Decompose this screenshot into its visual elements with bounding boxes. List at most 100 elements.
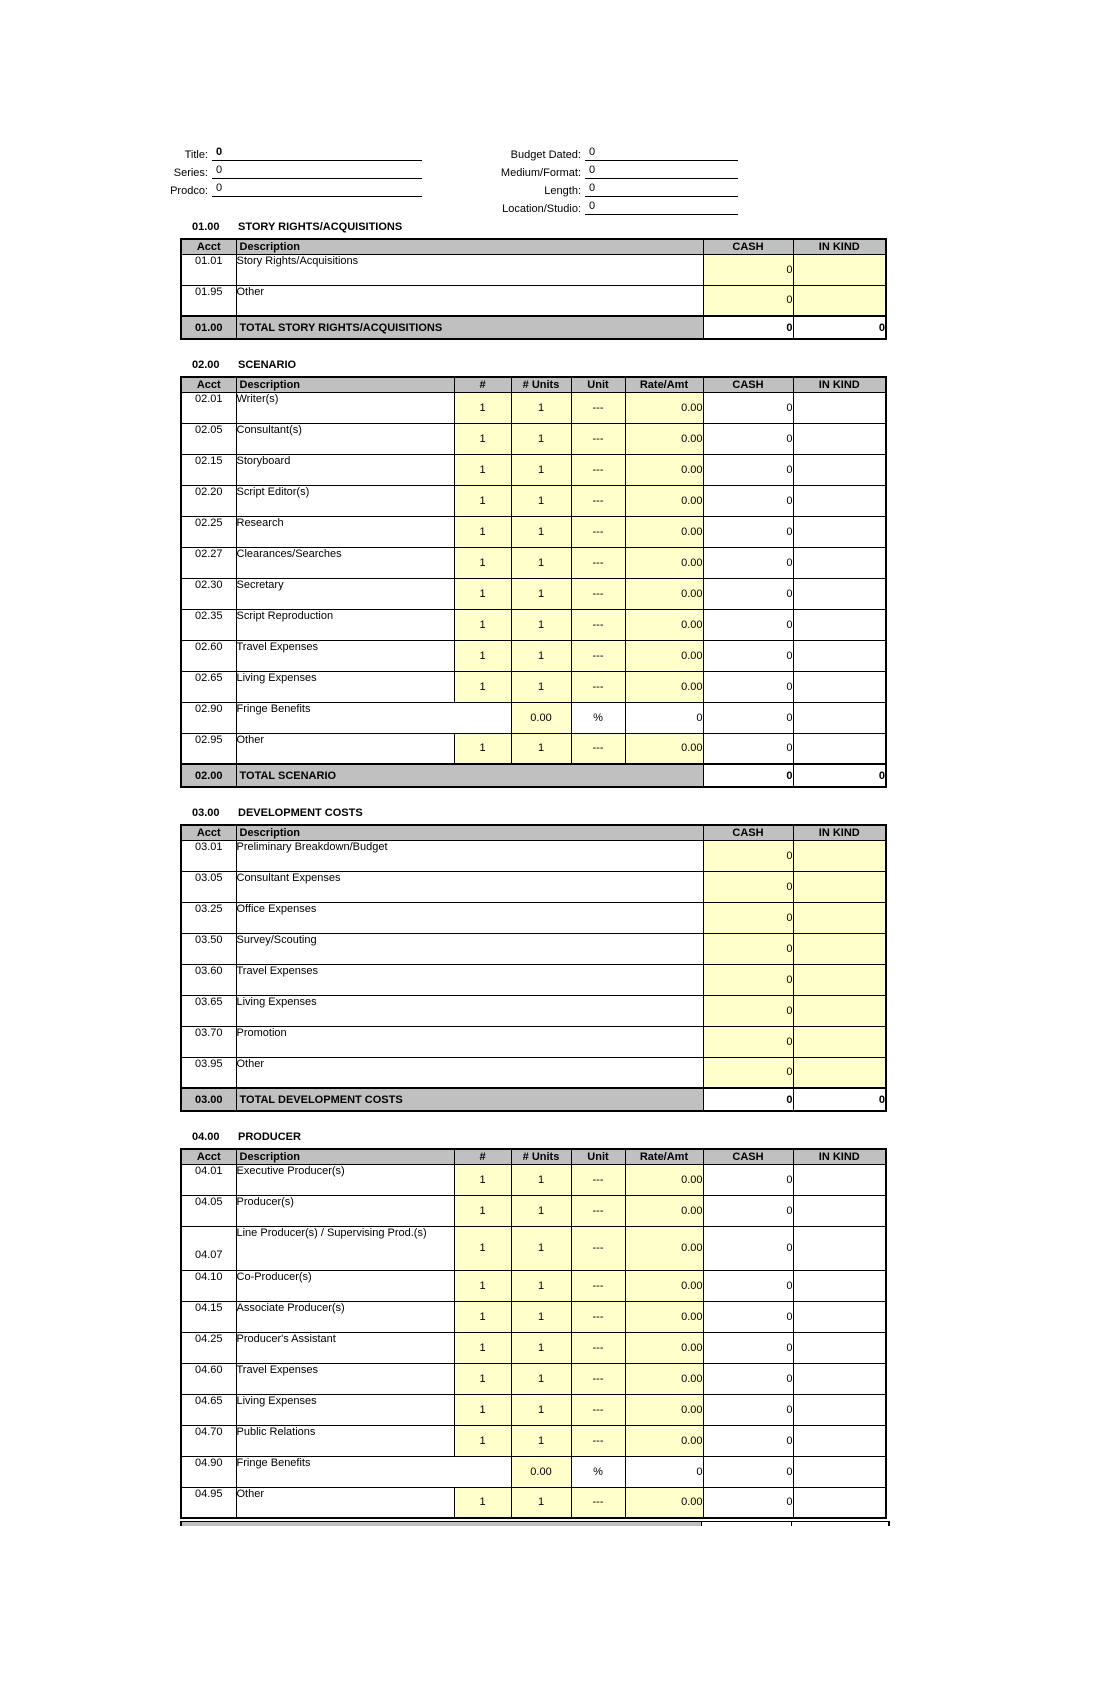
- unit-input-cell[interactable]: ---: [570, 670, 626, 703]
- cash-input-cell[interactable]: 0: [702, 284, 794, 317]
- rate-input-cell[interactable]: 0.00: [624, 670, 704, 703]
- units-input-cell[interactable]: 1: [510, 608, 572, 641]
- units-input-cell[interactable]: 1: [510, 1393, 572, 1426]
- in-kind-input-cell[interactable]: [792, 284, 887, 317]
- units-input-cell[interactable]: 0.00: [510, 1455, 572, 1488]
- unit-input-cell[interactable]: ---: [570, 577, 626, 610]
- num-input-cell[interactable]: 1: [453, 1393, 512, 1426]
- field-value-cell[interactable]: 0: [212, 182, 422, 197]
- cash-input-cell[interactable]: 0: [702, 963, 794, 996]
- rate-input-cell[interactable]: 0.00: [624, 1194, 704, 1227]
- units-input-cell[interactable]: 0.00: [510, 701, 572, 734]
- num-input-cell[interactable]: 1: [453, 1194, 512, 1227]
- rate-input-cell[interactable]: 0.00: [624, 1486, 704, 1519]
- num-input-cell[interactable]: 1: [453, 670, 512, 703]
- units-input-cell[interactable]: 1: [510, 484, 572, 517]
- rate-input-cell[interactable]: 0.00: [624, 391, 704, 424]
- num-input-cell[interactable]: 1: [453, 453, 512, 486]
- rate-input-cell[interactable]: 0.00: [624, 577, 704, 610]
- units-input-cell[interactable]: 1: [510, 1300, 572, 1333]
- unit-input-cell[interactable]: ---: [570, 639, 626, 672]
- unit-input-cell[interactable]: ---: [570, 1393, 626, 1426]
- num-input-cell[interactable]: 1: [453, 484, 512, 517]
- num-input-cell[interactable]: 1: [453, 546, 512, 579]
- rate-input-cell[interactable]: 0.00: [624, 1393, 704, 1426]
- num-input-cell[interactable]: 1: [453, 1486, 512, 1519]
- units-input-cell[interactable]: 1: [510, 391, 572, 424]
- rate-input-cell[interactable]: 0.00: [624, 1163, 704, 1196]
- field-value-cell[interactable]: 0: [585, 182, 738, 197]
- cash-input-cell[interactable]: 0: [702, 901, 794, 934]
- in-kind-input-cell[interactable]: [792, 994, 887, 1027]
- rate-input-cell[interactable]: 0.00: [624, 422, 704, 455]
- rate-input-cell[interactable]: 0.00: [624, 608, 704, 641]
- units-input-cell[interactable]: 1: [510, 1486, 572, 1519]
- field-value-cell[interactable]: 0: [212, 146, 422, 161]
- unit-input-cell[interactable]: ---: [570, 1269, 626, 1302]
- rate-input-cell[interactable]: 0.00: [624, 1300, 704, 1333]
- num-input-cell[interactable]: 1: [453, 1300, 512, 1333]
- num-input-cell[interactable]: 1: [453, 515, 512, 548]
- unit-input-cell[interactable]: ---: [570, 1225, 626, 1271]
- unit-input-cell[interactable]: ---: [570, 608, 626, 641]
- in-kind-input-cell[interactable]: [792, 901, 887, 934]
- cash-input-cell[interactable]: 0: [702, 1025, 794, 1058]
- rate-input-cell[interactable]: 0.00: [624, 453, 704, 486]
- num-input-cell[interactable]: 1: [453, 1269, 512, 1302]
- cash-input-cell[interactable]: 0: [702, 932, 794, 965]
- unit-input-cell[interactable]: ---: [570, 732, 626, 765]
- unit-input-cell[interactable]: ---: [570, 422, 626, 455]
- rate-input-cell[interactable]: 0.00: [624, 1269, 704, 1302]
- num-input-cell[interactable]: 1: [453, 1163, 512, 1196]
- rate-input-cell[interactable]: 0.00: [624, 1331, 704, 1364]
- unit-input-cell[interactable]: ---: [570, 515, 626, 548]
- rate-input-cell[interactable]: 0.00: [624, 732, 704, 765]
- units-input-cell[interactable]: 1: [510, 1424, 572, 1457]
- unit-input-cell[interactable]: ---: [570, 1163, 626, 1196]
- field-value-cell[interactable]: 0: [585, 164, 738, 179]
- rate-input-cell[interactable]: 0.00: [624, 1424, 704, 1457]
- num-input-cell[interactable]: 1: [453, 639, 512, 672]
- units-input-cell[interactable]: 1: [510, 1163, 572, 1196]
- units-input-cell[interactable]: 1: [510, 453, 572, 486]
- in-kind-input-cell[interactable]: [792, 870, 887, 903]
- rate-input-cell[interactable]: 0.00: [624, 515, 704, 548]
- num-input-cell[interactable]: 1: [453, 732, 512, 765]
- in-kind-input-cell[interactable]: [792, 1056, 887, 1089]
- unit-input-cell[interactable]: ---: [570, 1486, 626, 1519]
- units-input-cell[interactable]: 1: [510, 422, 572, 455]
- units-input-cell[interactable]: 1: [510, 1331, 572, 1364]
- cash-input-cell[interactable]: 0: [702, 994, 794, 1027]
- units-input-cell[interactable]: 1: [510, 1194, 572, 1227]
- units-input-cell[interactable]: 1: [510, 577, 572, 610]
- rate-input-cell[interactable]: 0.00: [624, 546, 704, 579]
- unit-input-cell[interactable]: ---: [570, 453, 626, 486]
- num-input-cell[interactable]: 1: [453, 1362, 512, 1395]
- units-input-cell[interactable]: 1: [510, 1362, 572, 1395]
- num-input-cell[interactable]: 1: [453, 422, 512, 455]
- cash-input-cell[interactable]: 0: [702, 870, 794, 903]
- num-input-cell[interactable]: 1: [453, 1225, 512, 1271]
- unit-input-cell[interactable]: ---: [570, 1362, 626, 1395]
- in-kind-input-cell[interactable]: [792, 1025, 887, 1058]
- rate-input-cell[interactable]: 0.00: [624, 484, 704, 517]
- unit-input-cell[interactable]: ---: [570, 1300, 626, 1333]
- in-kind-input-cell[interactable]: [792, 963, 887, 996]
- num-input-cell[interactable]: 1: [453, 577, 512, 610]
- unit-input-cell[interactable]: ---: [570, 546, 626, 579]
- units-input-cell[interactable]: 1: [510, 732, 572, 765]
- cash-input-cell[interactable]: 0: [702, 1056, 794, 1089]
- field-value-cell[interactable]: 0: [585, 200, 738, 215]
- in-kind-input-cell[interactable]: [792, 839, 887, 872]
- unit-input-cell[interactable]: ---: [570, 1194, 626, 1227]
- units-input-cell[interactable]: 1: [510, 1225, 572, 1271]
- in-kind-input-cell[interactable]: [792, 253, 887, 286]
- num-input-cell[interactable]: 1: [453, 1424, 512, 1457]
- units-input-cell[interactable]: 1: [510, 546, 572, 579]
- cash-input-cell[interactable]: 0: [702, 839, 794, 872]
- rate-input-cell[interactable]: 0.00: [624, 1225, 704, 1271]
- num-input-cell[interactable]: 1: [453, 391, 512, 424]
- in-kind-input-cell[interactable]: [792, 932, 887, 965]
- unit-input-cell[interactable]: ---: [570, 484, 626, 517]
- unit-input-cell[interactable]: ---: [570, 391, 626, 424]
